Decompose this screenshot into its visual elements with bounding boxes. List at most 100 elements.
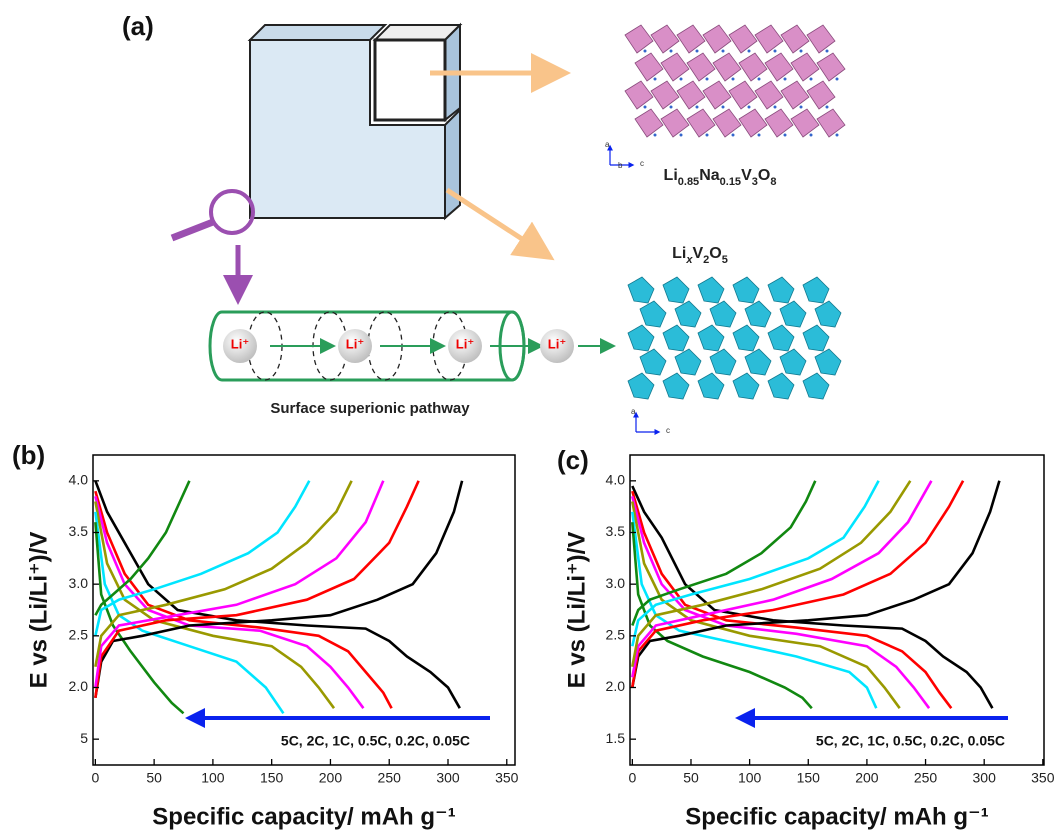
polyhedron <box>817 53 845 81</box>
polyhedron <box>765 53 793 81</box>
polyhedron <box>780 301 806 327</box>
annotation: 5C, 2C, 1C, 0.5C, 0.2C, 0.05C <box>281 733 470 749</box>
axis-label: a <box>631 407 636 416</box>
polyhedron <box>791 53 819 81</box>
x-tick-label: 150 <box>260 770 284 786</box>
polyhedron <box>745 349 771 375</box>
caption: Surface superionic pathway <box>270 400 470 417</box>
polyhedron <box>803 325 829 351</box>
y-tick-label: 1.5 <box>606 730 626 746</box>
x-axis-label: Specific capacity/ mAh g⁻¹ <box>152 803 455 830</box>
formula-part: 5 <box>722 254 728 266</box>
ion-label: Li⁺ <box>456 336 474 351</box>
panel-label: (b) <box>12 440 45 470</box>
atom <box>680 134 683 137</box>
x-tick-label: 50 <box>146 770 162 786</box>
polyhedron <box>768 325 794 351</box>
y-axis-label: E vs (Li/Li⁺)/V <box>25 532 52 689</box>
polyhedron <box>698 277 724 303</box>
x-tick-label: 250 <box>914 770 938 786</box>
atom <box>826 50 829 53</box>
polyhedron <box>781 81 809 109</box>
atom <box>654 134 657 137</box>
x-tick-label: 50 <box>683 770 699 786</box>
polyhedron <box>663 277 689 303</box>
schematic: (a) Li⁺Li⁺Li⁺Li⁺ Surface superionic path… <box>122 11 845 435</box>
polyhedron <box>635 53 663 81</box>
atom <box>696 50 699 53</box>
cube-side <box>445 110 460 218</box>
x-tick-label: 350 <box>1031 770 1055 786</box>
x-tick-label: 300 <box>973 770 997 786</box>
atom <box>758 134 761 137</box>
atom <box>758 78 761 81</box>
polyhedron <box>791 109 819 137</box>
ion-label: Li⁺ <box>231 336 249 351</box>
y-tick-label: 2.5 <box>69 627 89 643</box>
y-tick-label: 3.5 <box>69 523 89 539</box>
y-tick-label: 5 <box>80 730 88 746</box>
polyhedron <box>729 81 757 109</box>
formula-part: Na <box>699 167 720 184</box>
y-axis-label: E vs (Li/Li⁺)/V <box>563 532 590 689</box>
magnifier <box>211 191 253 233</box>
polyhedron <box>687 109 715 137</box>
polyhedron <box>768 277 794 303</box>
polyhedron <box>677 25 705 53</box>
formula-part: V <box>692 245 703 262</box>
ion-label: Li⁺ <box>548 336 566 351</box>
atom <box>800 106 803 109</box>
x-tick-label: 0 <box>628 770 636 786</box>
axis-label: b <box>618 161 623 170</box>
polyhedron <box>651 25 679 53</box>
formula-part: O <box>709 245 721 262</box>
y-tick-label: 4.0 <box>69 472 89 488</box>
axis-label: a <box>605 140 610 149</box>
axis-label: c <box>666 426 670 435</box>
small-cube-front <box>375 40 445 120</box>
formula-part: 8 <box>770 176 776 188</box>
atom <box>644 106 647 109</box>
atom <box>836 78 839 81</box>
polyhedron <box>803 373 829 399</box>
ion-label: Li⁺ <box>346 336 364 351</box>
polyhedron <box>625 81 653 109</box>
x-tick-label: 100 <box>738 770 762 786</box>
atom <box>810 78 813 81</box>
polyhedron <box>687 53 715 81</box>
y-tick-label: 4.0 <box>606 472 626 488</box>
polyhedron <box>635 109 663 137</box>
curve <box>632 496 929 708</box>
polyhedron <box>698 325 724 351</box>
y-tick-label: 3.5 <box>606 523 626 539</box>
polyhedron <box>703 81 731 109</box>
polyhedron <box>675 301 701 327</box>
polyhedron <box>729 25 757 53</box>
polyhedron <box>755 25 783 53</box>
polyhedron <box>807 25 835 53</box>
polyhedron <box>803 277 829 303</box>
formula-part: O <box>758 167 770 184</box>
atom <box>800 50 803 53</box>
x-tick-label: 350 <box>495 770 519 786</box>
atom <box>748 106 751 109</box>
x-tick-label: 200 <box>855 770 879 786</box>
atom <box>654 78 657 81</box>
polyhedron <box>745 301 771 327</box>
x-tick-label: 150 <box>797 770 821 786</box>
phase-label: Li0.85Na0.15V3O8 <box>664 167 777 188</box>
formula-part: Li <box>672 245 686 262</box>
polyhedron <box>628 277 654 303</box>
atom <box>706 134 709 137</box>
curve <box>632 481 931 677</box>
polyhedron <box>739 109 767 137</box>
polyhedron <box>651 81 679 109</box>
polyhedron <box>765 109 793 137</box>
y-tick-label: 2.0 <box>606 678 626 694</box>
polyhedron <box>780 349 806 375</box>
y-tick-label: 2.0 <box>69 678 89 694</box>
atom <box>732 78 735 81</box>
atom <box>670 50 673 53</box>
atom <box>774 50 777 53</box>
curve <box>95 481 459 708</box>
